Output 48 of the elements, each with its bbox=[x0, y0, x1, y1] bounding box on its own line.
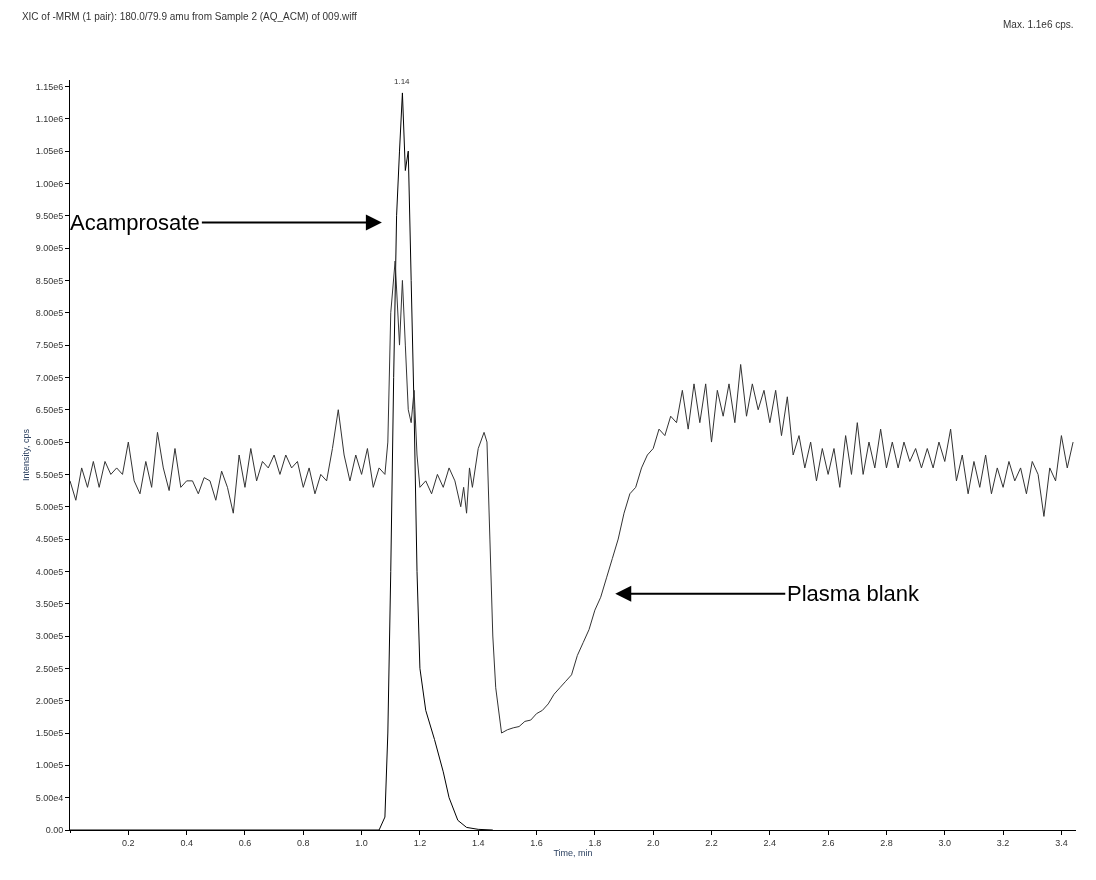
y-tick-label: 5.00e5 bbox=[35, 501, 64, 512]
x-tick-label: 0.6 bbox=[238, 837, 252, 848]
y-tick-label: 8.00e5 bbox=[35, 307, 64, 318]
y-tick-label: 6.00e5 bbox=[35, 437, 64, 448]
y-tick-label: 7.50e5 bbox=[35, 340, 64, 351]
x-tick-label: 1.0 bbox=[355, 837, 368, 848]
x-tick-label: 1.4 bbox=[471, 837, 485, 848]
x-tick-label: 2.6 bbox=[821, 837, 835, 848]
x-tick-label: 1.6 bbox=[530, 837, 543, 848]
y-tick-label: 6.50e5 bbox=[35, 404, 64, 415]
y-tick-label: 1.15e6 bbox=[35, 81, 64, 92]
x-tick-label: 0.4 bbox=[180, 837, 193, 848]
x-tick-label: 1.2 bbox=[413, 837, 427, 848]
chart-title: XIC of -MRM (1 pair): 180.0/79.9 amu from Sample 2 (AQ_ACM) of 009.wiff bbox=[21, 11, 358, 23]
x-tick-label: 2.0 bbox=[646, 837, 660, 848]
annotation: Acamprosate bbox=[70, 210, 200, 235]
y-tick-label: 1.00e6 bbox=[35, 178, 64, 189]
y-tick-label: 7.00e5 bbox=[35, 372, 64, 383]
y-tick-label: 1.00e5 bbox=[35, 760, 64, 771]
y-tick-label: 0.00 bbox=[45, 825, 64, 836]
y-tick-label: 1.05e6 bbox=[35, 146, 64, 157]
x-tick-label: 2.8 bbox=[880, 837, 893, 848]
x-tick-label: 2.4 bbox=[763, 837, 777, 848]
x-tick-label: 0.8 bbox=[297, 837, 310, 848]
y-tick-label: 3.50e5 bbox=[35, 598, 64, 609]
annotation: Plasma blank bbox=[787, 581, 921, 606]
y-tick-label: 1.50e5 bbox=[35, 728, 64, 739]
y-axis-title: Intensity, cps bbox=[21, 428, 32, 481]
x-tick-label: 2.2 bbox=[705, 837, 718, 848]
annotation: 1.14 bbox=[394, 77, 411, 86]
x-axis-title: Time, min bbox=[553, 847, 593, 858]
y-tick-label: 3.00e5 bbox=[35, 631, 64, 642]
y-tick-label: 5.50e5 bbox=[35, 469, 64, 480]
y-tick-label: 4.50e5 bbox=[35, 534, 64, 545]
x-tick-label: 0.2 bbox=[122, 837, 135, 848]
x-tick-label: 3.4 bbox=[1055, 837, 1068, 848]
y-tick-label: 2.00e5 bbox=[35, 695, 64, 706]
text: Max. 1.1e6 cps. bbox=[1003, 19, 1074, 30]
y-tick-label: 9.50e5 bbox=[35, 210, 64, 221]
y-tick-label: 9.00e5 bbox=[35, 243, 64, 254]
y-tick-label: 2.50e5 bbox=[35, 663, 64, 674]
x-tick-label: 1.8 bbox=[588, 837, 602, 848]
y-tick-label: 1.10e6 bbox=[35, 113, 64, 124]
x-tick-label: 3.2 bbox=[996, 837, 1010, 848]
x-tick-label: 3.0 bbox=[938, 837, 952, 848]
y-tick-label: 5.00e4 bbox=[35, 792, 64, 803]
y-tick-label: 4.00e5 bbox=[35, 566, 64, 577]
y-tick-label: 8.50e5 bbox=[35, 275, 64, 286]
